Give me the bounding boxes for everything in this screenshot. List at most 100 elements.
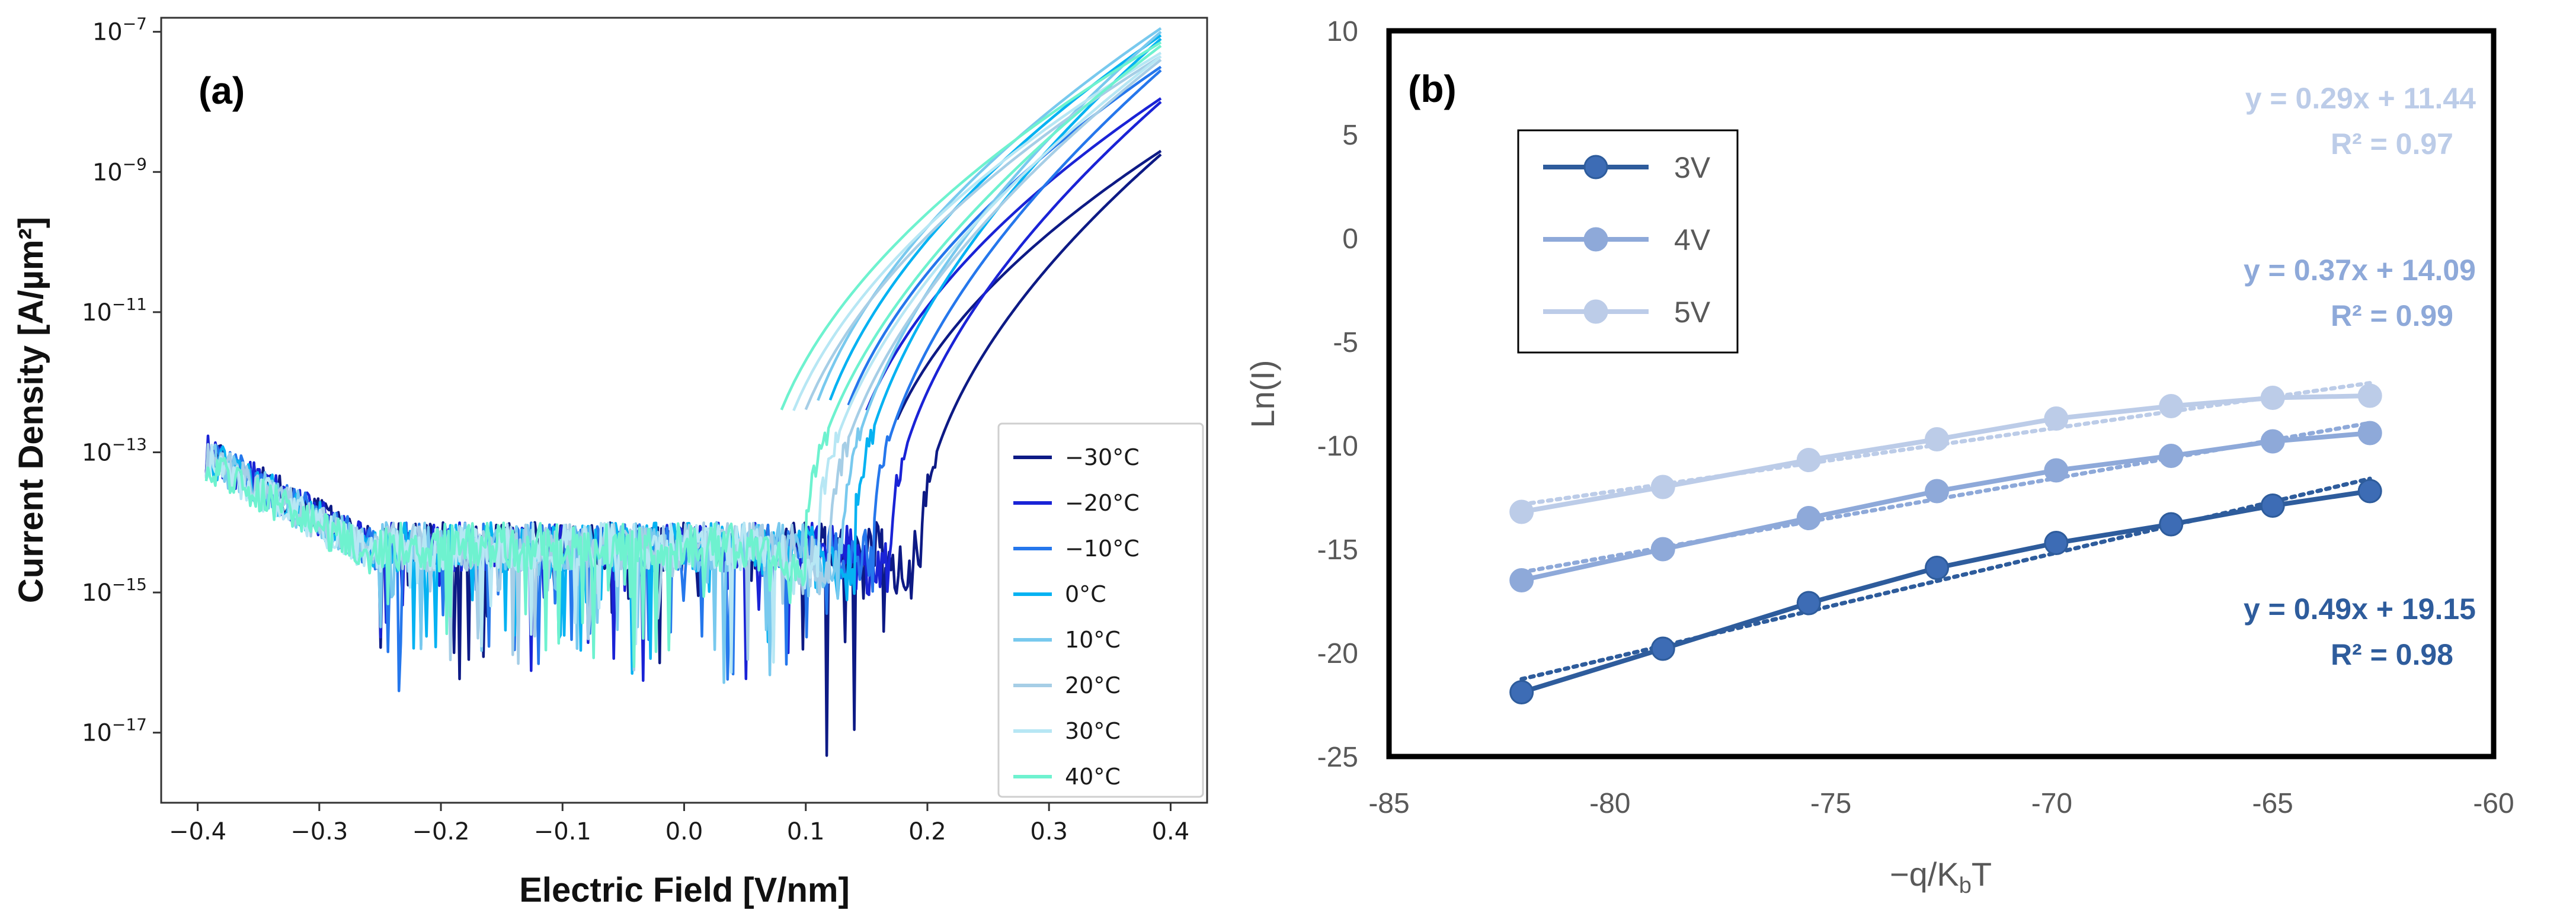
y-tick-label: 0 — [1342, 223, 1358, 255]
series-line — [204, 55, 1162, 674]
data-point — [2044, 531, 2069, 555]
panel-a-y-ticks: 10−7 10−9 10−11 10−13 10−15 10−17 — [82, 14, 161, 747]
panel-b-fit-lines — [1519, 381, 2372, 681]
legend-label: −20°C — [1065, 490, 1140, 516]
data-point — [2357, 479, 2382, 504]
x-tick-label: -65 — [2252, 788, 2293, 819]
y-tick-label: 10−9 — [92, 154, 147, 186]
legend-label: −10°C — [1065, 536, 1140, 562]
data-point — [2260, 429, 2285, 454]
y-tick-label: -25 — [1317, 742, 1358, 773]
fit-r-squared: R² = 0.97 — [2331, 127, 2453, 161]
fit-r-squared: R² = 0.98 — [2331, 638, 2453, 671]
panel-b-series-group — [1509, 383, 2382, 704]
data-point — [1925, 479, 1950, 504]
data-point — [1925, 556, 1950, 580]
data-point — [2357, 421, 2382, 446]
series-line-return — [828, 34, 1162, 401]
data-point — [1796, 506, 1821, 530]
data-point — [2044, 458, 2069, 483]
x-tick-label: −0.3 — [290, 818, 348, 845]
series-line — [1521, 393, 2370, 514]
series-line — [1521, 489, 2370, 695]
legend-label: 40°C — [1065, 764, 1121, 790]
data-point — [2159, 512, 2184, 537]
x-tick-label: -60 — [2473, 788, 2514, 819]
y-tick-label: -15 — [1317, 534, 1358, 566]
x-tick-label: −0.4 — [169, 818, 226, 845]
series-line-return — [804, 55, 1162, 411]
x-tick-label: 0.1 — [787, 818, 825, 845]
data-point — [1650, 537, 1675, 562]
data-point — [1650, 636, 1675, 661]
x-tick-label: 0.0 — [665, 818, 703, 845]
panel-b-plot-frame — [1386, 28, 2497, 759]
legend-label: 20°C — [1065, 672, 1121, 698]
x-tick-label: -85 — [1368, 788, 1409, 819]
data-point — [1509, 680, 1534, 704]
series-line-return — [865, 97, 1162, 411]
panel-b-y-axis-label: Ln(I) — [1244, 360, 1281, 428]
legend-swatch-marker — [1583, 155, 1608, 180]
panel-a-x-axis-label: Electric Field [V/nm] — [519, 871, 850, 909]
legend-label: −30°C — [1065, 444, 1140, 470]
data-point — [1796, 591, 1821, 616]
x-tick-label: −0.1 — [534, 818, 591, 845]
data-point — [1796, 448, 1821, 472]
data-point — [1650, 475, 1675, 499]
fit-equation: y = 0.29x + 11.44 — [2245, 82, 2476, 115]
panel-a-legend-box — [997, 422, 1204, 798]
panel-a-x-ticks: −0.4 −0.3 −0.2 −0.1 0.0 0.1 0.2 0.3 0.4 — [169, 803, 1189, 845]
legend-label: 10°C — [1065, 627, 1121, 653]
panel-b-x-ticks: -85 -80 -75 -70 -65 -60 — [1368, 788, 2514, 819]
series-line — [1521, 431, 2370, 583]
x-tick-label: −0.2 — [412, 818, 469, 845]
data-point — [2357, 383, 2382, 408]
x-tick-label: 0.3 — [1030, 818, 1068, 845]
fit-equation: y = 0.49x + 19.15 — [2244, 592, 2476, 626]
series-line — [204, 44, 1162, 668]
y-tick-label: 10−11 — [82, 294, 147, 326]
panel-b-label: (b) — [1408, 68, 1457, 110]
panel-b-legend: 3V 4V 5V — [1517, 129, 1739, 354]
x-tick-label: -75 — [1810, 788, 1851, 819]
legend-swatch-marker — [1583, 299, 1608, 324]
data-point — [2260, 386, 2285, 410]
y-tick-label: -20 — [1317, 638, 1358, 669]
legend-label: 4V — [1674, 223, 1711, 257]
panel-b-x-label-tail: T — [1972, 855, 1992, 893]
fit-equation: y = 0.37x + 14.09 — [2244, 254, 2476, 287]
x-tick-label: -70 — [2031, 788, 2072, 819]
y-tick-label: 10−15 — [82, 575, 147, 607]
x-tick-label: -80 — [1589, 788, 1630, 819]
panel-b-fit-equations: y = 0.49x + 19.15 R² = 0.98 y = 0.37x + 14… — [2244, 82, 2476, 671]
data-point — [2260, 493, 2285, 518]
data-point — [2159, 444, 2184, 468]
legend-label: 3V — [1674, 151, 1711, 184]
panel-b-x-label-main: −q/K — [1890, 855, 1959, 893]
panel-b: -85 -80 -75 -70 -65 -60 10 5 0 -5 -10 -15 -20 -25 (b… — [1244, 16, 2514, 898]
y-tick-label: 10−7 — [92, 14, 147, 46]
panel-a-y-axis-label: Current Density [A/µm²] — [12, 217, 50, 603]
data-point — [2159, 394, 2184, 418]
y-tick-label: 10 — [1327, 16, 1358, 47]
y-tick-label: -5 — [1333, 327, 1358, 358]
panel-b-x-axis-label: −q/KbT — [1890, 855, 1992, 898]
legend-label: 30°C — [1065, 718, 1121, 744]
series-line-return — [792, 52, 1162, 411]
series-line-return — [895, 149, 1162, 420]
legend-swatch-marker — [1583, 227, 1608, 252]
x-tick-label: 0.2 — [908, 818, 946, 845]
data-point — [2044, 406, 2069, 431]
panel-b-x-label-sub: b — [1959, 873, 1972, 898]
panel-a-series-group — [204, 27, 1162, 757]
panel-b-y-ticks: 10 5 0 -5 -10 -15 -20 -25 — [1317, 16, 1358, 773]
y-tick-label: -10 — [1317, 431, 1358, 462]
legend-label: 0°C — [1065, 581, 1106, 607]
y-tick-label: 10−13 — [82, 434, 147, 466]
legend-label: 5V — [1674, 296, 1711, 329]
data-point — [1509, 499, 1534, 524]
y-tick-label: 5 — [1342, 120, 1358, 151]
x-tick-label: 0.4 — [1152, 818, 1190, 845]
